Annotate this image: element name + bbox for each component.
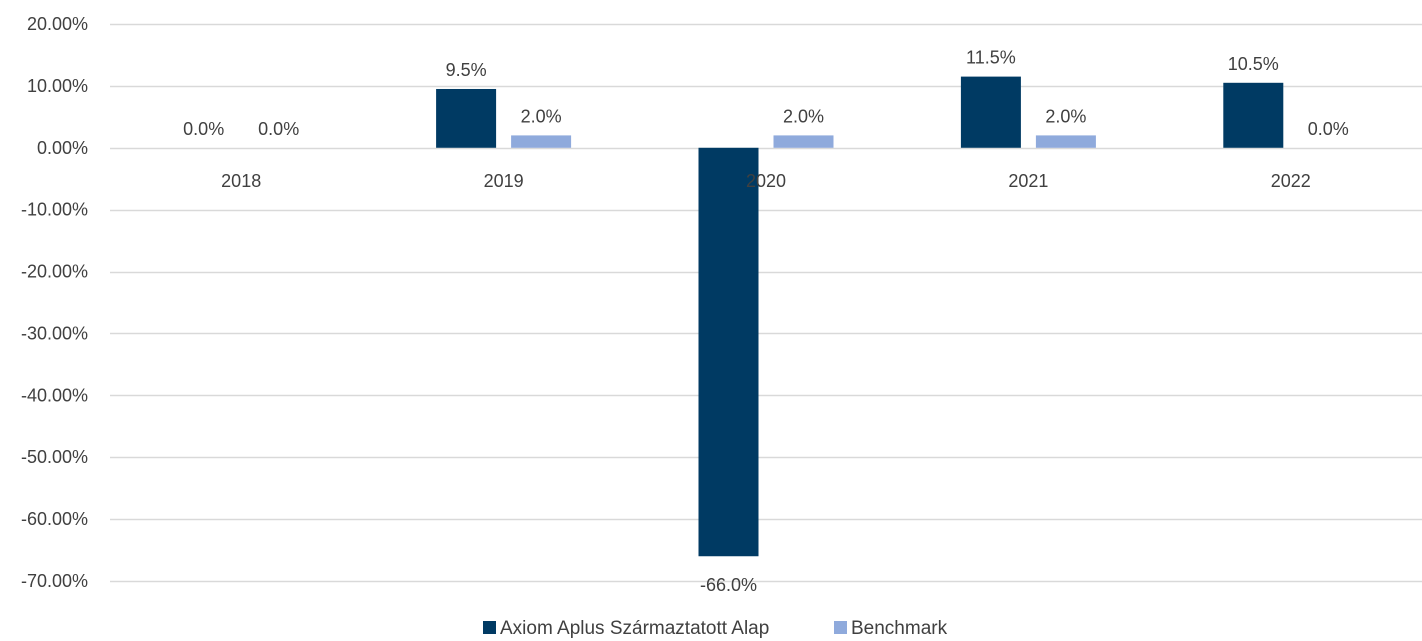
y-tick-label: 10.00%: [27, 76, 88, 96]
gridlines: [110, 23, 1422, 583]
data-label: 0.0%: [258, 119, 299, 139]
data-label: 2.0%: [521, 106, 562, 126]
data-label: 0.0%: [183, 119, 224, 139]
y-axis: 20.00% 10.00% 0.00% -10.00% -20.00% -30.00% -4…: [21, 14, 88, 591]
data-label: 2.0%: [1045, 106, 1086, 126]
y-tick-label: -70.00%: [21, 571, 88, 591]
legend: Axiom Aplus Származtatott Alap Benchmark: [483, 618, 948, 639]
legend-swatch: [483, 621, 496, 634]
bar-fund: [698, 147, 759, 557]
data-label: -66.0%: [700, 575, 757, 595]
data-label: 9.5%: [446, 60, 487, 80]
x-axis-categories: 2018 2019 2020 2021 2022: [221, 171, 1311, 191]
bar-fund: [1223, 82, 1284, 148]
bar-benchmark: [1035, 135, 1096, 148]
y-tick-label: 0.00%: [37, 138, 88, 158]
bar-benchmark: [511, 135, 572, 148]
data-label: 0.0%: [1308, 119, 1349, 139]
bar-benchmark: [773, 135, 834, 148]
y-tick-label: -40.00%: [21, 385, 88, 405]
x-category-label: 2022: [1271, 171, 1311, 191]
bars: [436, 76, 1284, 557]
x-category-label: 2018: [221, 171, 261, 191]
data-label: 10.5%: [1228, 54, 1279, 74]
y-tick-label: -50.00%: [21, 447, 88, 467]
data-label: 11.5%: [966, 48, 1016, 68]
legend-swatch: [834, 621, 847, 634]
x-category-label: 2019: [484, 171, 524, 191]
legend-label: Axiom Aplus Származtatott Alap: [500, 618, 769, 639]
y-tick-label: -60.00%: [21, 509, 88, 529]
y-tick-label: -30.00%: [21, 323, 88, 343]
x-category-label: 2020: [746, 171, 786, 191]
bar-fund: [960, 76, 1021, 148]
y-tick-label: -10.00%: [21, 200, 88, 220]
data-label: 2.0%: [783, 106, 824, 126]
legend-label: Benchmark: [851, 618, 948, 639]
y-tick-label: 20.00%: [27, 14, 88, 34]
y-tick-label: -20.00%: [21, 262, 88, 282]
x-category-label: 2021: [1008, 171, 1048, 191]
bar-fund: [436, 88, 497, 148]
data-labels: 0.0% 0.0% 9.5% 2.0% -66.0% 2.0% 11.5% 2.0% 10.5%…: [183, 48, 1349, 596]
